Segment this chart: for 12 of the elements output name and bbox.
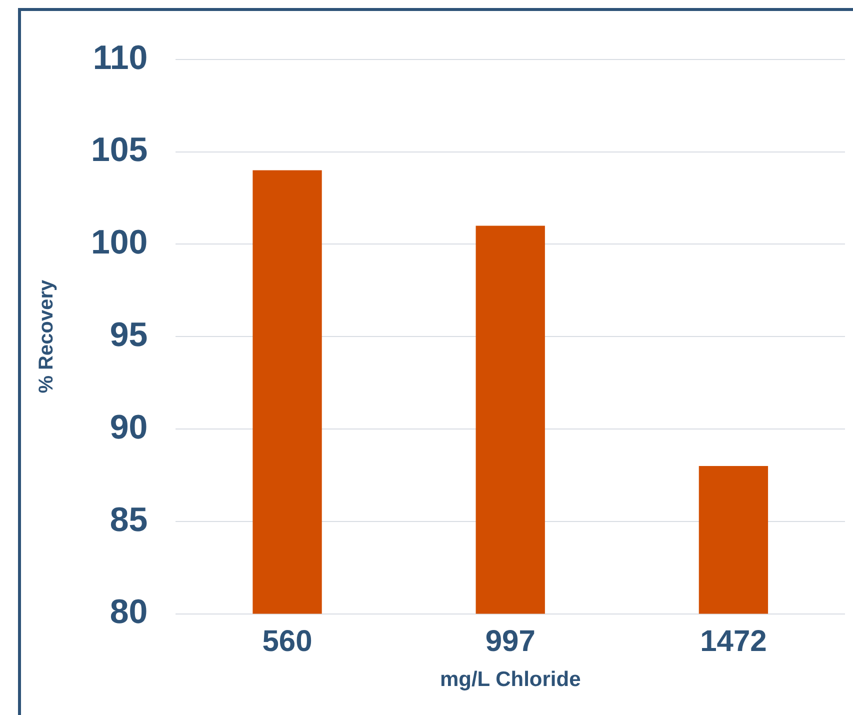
y-tick-label: 100 (90, 224, 148, 262)
y-tick-label: 105 (90, 131, 148, 170)
x-tick-label: 560 (262, 625, 312, 658)
y-tick-label: 85 (110, 500, 148, 539)
x-tick-label: 1472 (700, 625, 767, 658)
y-tick-label: 90 (110, 408, 148, 446)
y-tick-label: 95 (110, 316, 148, 354)
x-tick-label: 997 (485, 625, 536, 658)
y-tick-label: 110 (92, 38, 148, 77)
y-tick-label: 80 (110, 593, 148, 632)
y-axis-title: % Recovery (36, 279, 58, 394)
x-axis-title: mg/L Chloride (440, 668, 581, 692)
